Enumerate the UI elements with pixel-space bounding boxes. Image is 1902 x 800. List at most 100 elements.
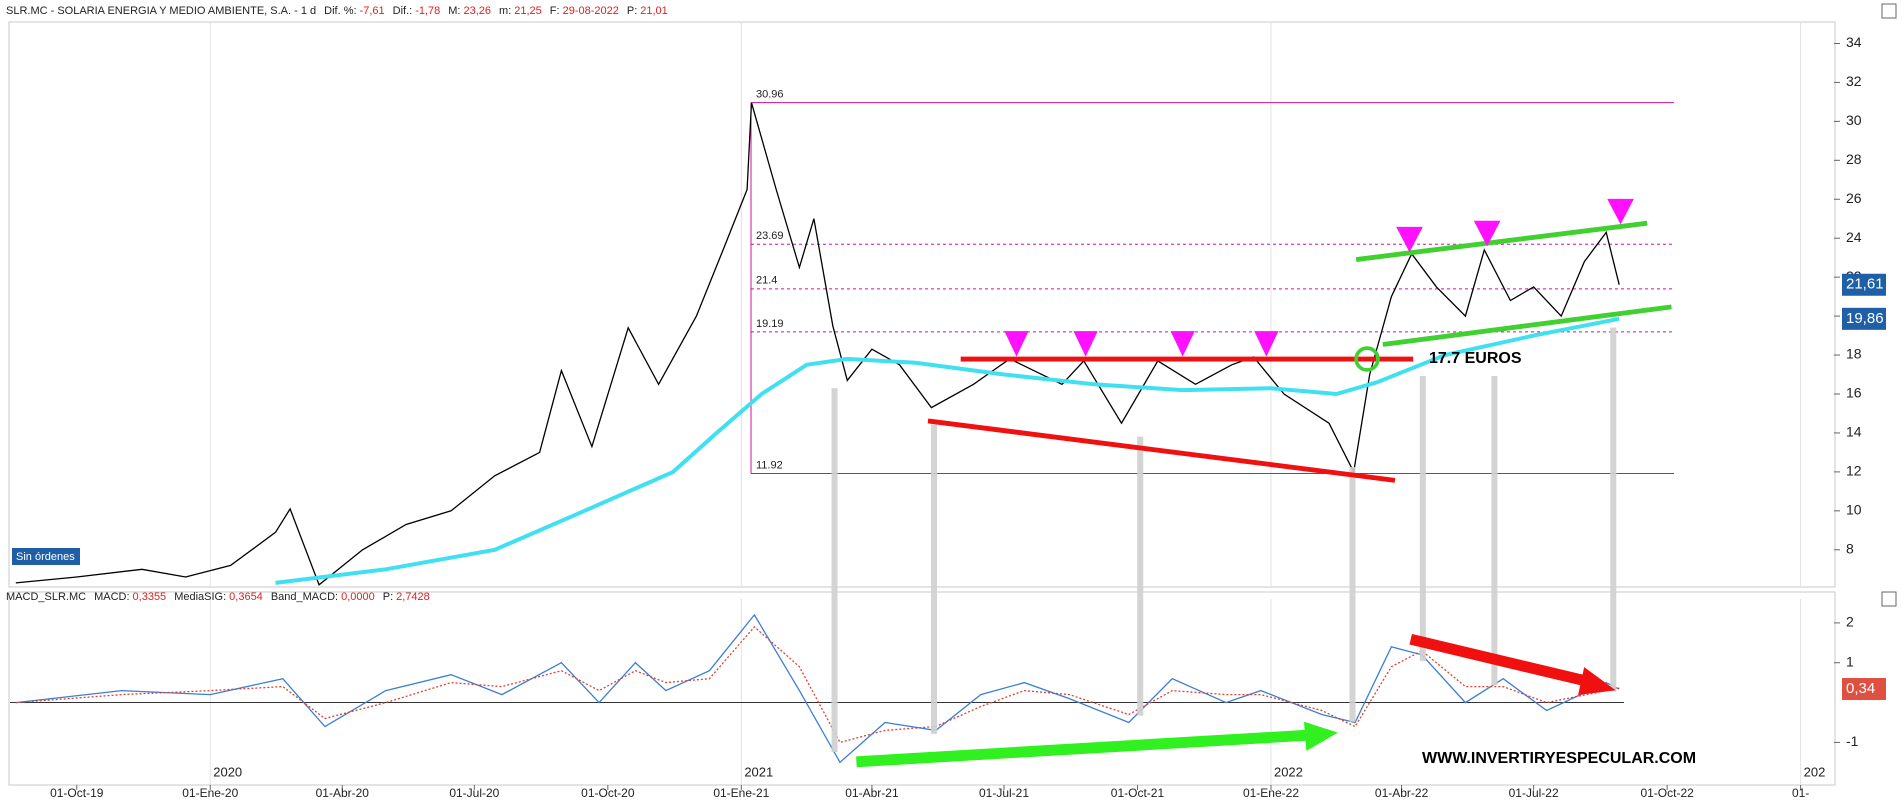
x-tick-label: 01-Oct-21 xyxy=(1111,786,1165,800)
header: SLR.MC - SOLARIA ENERGIA Y MEDIO AMBIENT… xyxy=(6,5,668,603)
channel-bottom xyxy=(1382,304,1672,347)
marker xyxy=(1254,331,1279,357)
arrow-head xyxy=(1303,721,1338,751)
x-tick-label: 01-Abr-22 xyxy=(1375,786,1429,800)
drawn-annotations xyxy=(831,198,1672,768)
year-label: 2021 xyxy=(744,764,773,779)
y-tick-label: 2 xyxy=(1846,614,1854,630)
marker xyxy=(1473,220,1501,247)
guide-lines xyxy=(831,327,1617,753)
header-value: -7,61 xyxy=(360,5,385,17)
header-label: MediaSIG: xyxy=(174,591,226,603)
level-label: 23.69 xyxy=(756,230,784,242)
x-tick-label: 01-Oct-19 xyxy=(50,786,104,800)
header-value: 0,0000 xyxy=(341,591,375,603)
x-tick-label: 01-Abr-21 xyxy=(845,786,899,800)
divergence-arrow xyxy=(1409,633,1591,688)
header-value: -1,78 xyxy=(415,5,440,17)
marker xyxy=(1170,331,1195,357)
annotations-under xyxy=(209,22,1802,785)
last-value-box xyxy=(1842,678,1886,701)
macd-panel xyxy=(8,591,1836,786)
header-value: 21,25 xyxy=(514,5,542,17)
y-tick-label: 26 xyxy=(1846,190,1862,206)
y-tick-label: 16 xyxy=(1846,385,1862,401)
window-button[interactable] xyxy=(1881,3,1897,19)
support-line xyxy=(927,418,1396,483)
y-tick-label: 34 xyxy=(1846,34,1862,50)
header-label: Dif. %: xyxy=(324,5,356,17)
x-tick-label: 01-Ene-21 xyxy=(713,786,769,800)
y-tick-label: 8 xyxy=(1846,540,1854,556)
y-tick-label: 24 xyxy=(1846,229,1862,245)
marker xyxy=(1073,331,1098,357)
window-button[interactable] xyxy=(1881,591,1897,607)
last-value-label: 0,34 xyxy=(1846,680,1875,697)
level-label: 21.4 xyxy=(756,275,777,287)
header-title: SLR.MC - SOLARIA ENERGIA Y MEDIO AMBIENT… xyxy=(6,5,316,17)
price-panel xyxy=(8,21,1836,588)
year-label: 2022 xyxy=(1274,764,1303,779)
marker xyxy=(1607,198,1634,225)
series-line xyxy=(275,316,1620,585)
year-label: 2020 xyxy=(213,764,242,779)
header-label: Dif.: xyxy=(393,5,413,17)
header-label: P: xyxy=(627,5,637,17)
x-tick-label: 01-Ene-22 xyxy=(1243,786,1299,800)
x-tick-label: 01-Jul-20 xyxy=(449,786,499,800)
orders-badge xyxy=(12,548,80,565)
header-label: F: xyxy=(550,5,560,17)
y-tick-label: 18 xyxy=(1846,346,1862,362)
level-label: 11.92 xyxy=(756,459,783,471)
series-line xyxy=(15,102,1620,586)
last-value-label: 19,86 xyxy=(1846,310,1884,327)
series-line xyxy=(15,613,1620,764)
level-label: 30.96 xyxy=(756,89,784,101)
series-line xyxy=(15,625,1620,744)
note: 17.7 EUROS xyxy=(1429,350,1522,367)
x-tick-label: 01-Ene-20 xyxy=(182,786,238,800)
header-label: Band_MACD: xyxy=(271,591,338,603)
footer: WWW.INVERTIRYESPECULAR.COM xyxy=(1422,750,1696,767)
year-label: 202 xyxy=(1804,764,1826,779)
x-tick-label: 01-Jul-21 xyxy=(979,786,1029,800)
header-label: P: xyxy=(383,591,393,603)
y-tick-label: 12 xyxy=(1846,463,1862,479)
y-tick-label: 10 xyxy=(1846,502,1862,518)
header-value: 23,26 xyxy=(464,5,492,17)
x-tick-label: 01-Oct-22 xyxy=(1640,786,1694,800)
header-value: 2,7428 xyxy=(396,591,430,603)
level-label: 19.19 xyxy=(756,318,784,330)
plot: 81012141618202224262830323430.9623.6921.… xyxy=(10,34,1886,800)
last-value-box xyxy=(1842,307,1886,330)
marker xyxy=(1004,331,1029,357)
x-tick-label: 01-Oct-20 xyxy=(581,786,635,800)
x-tick-label: 01-Abr-20 xyxy=(316,786,370,800)
header-value: 0,3355 xyxy=(133,591,167,603)
header-value: 21,01 xyxy=(640,5,668,17)
arrow-head xyxy=(1578,667,1616,696)
y-tick-label: 32 xyxy=(1846,73,1862,89)
y-tick-label: 14 xyxy=(1846,424,1862,440)
last-value-label: 21,61 xyxy=(1846,276,1884,293)
header-title: MACD_SLR.MC xyxy=(6,591,86,603)
y-tick-label: 28 xyxy=(1846,151,1862,167)
x-tick-label: 01- xyxy=(1792,786,1809,800)
orders-label: Sin órdenes xyxy=(16,551,75,563)
marker xyxy=(1396,226,1423,253)
divergence-arrow xyxy=(856,729,1311,768)
header-label: m: xyxy=(499,5,511,17)
y-tick-label: 1 xyxy=(1846,653,1854,669)
breakout-circle xyxy=(1354,346,1380,372)
header-value: 0,3654 xyxy=(229,591,263,603)
last-value-box xyxy=(1842,273,1886,296)
header-label: MACD: xyxy=(94,591,129,603)
top-markers xyxy=(1004,198,1634,357)
channel-top xyxy=(1355,220,1648,262)
y-tick-label: 30 xyxy=(1846,112,1862,128)
y-tick-label: -1 xyxy=(1846,733,1859,749)
x-tick-label: 01-Jul-22 xyxy=(1509,786,1559,800)
header-value: 29-08-2022 xyxy=(563,5,619,17)
